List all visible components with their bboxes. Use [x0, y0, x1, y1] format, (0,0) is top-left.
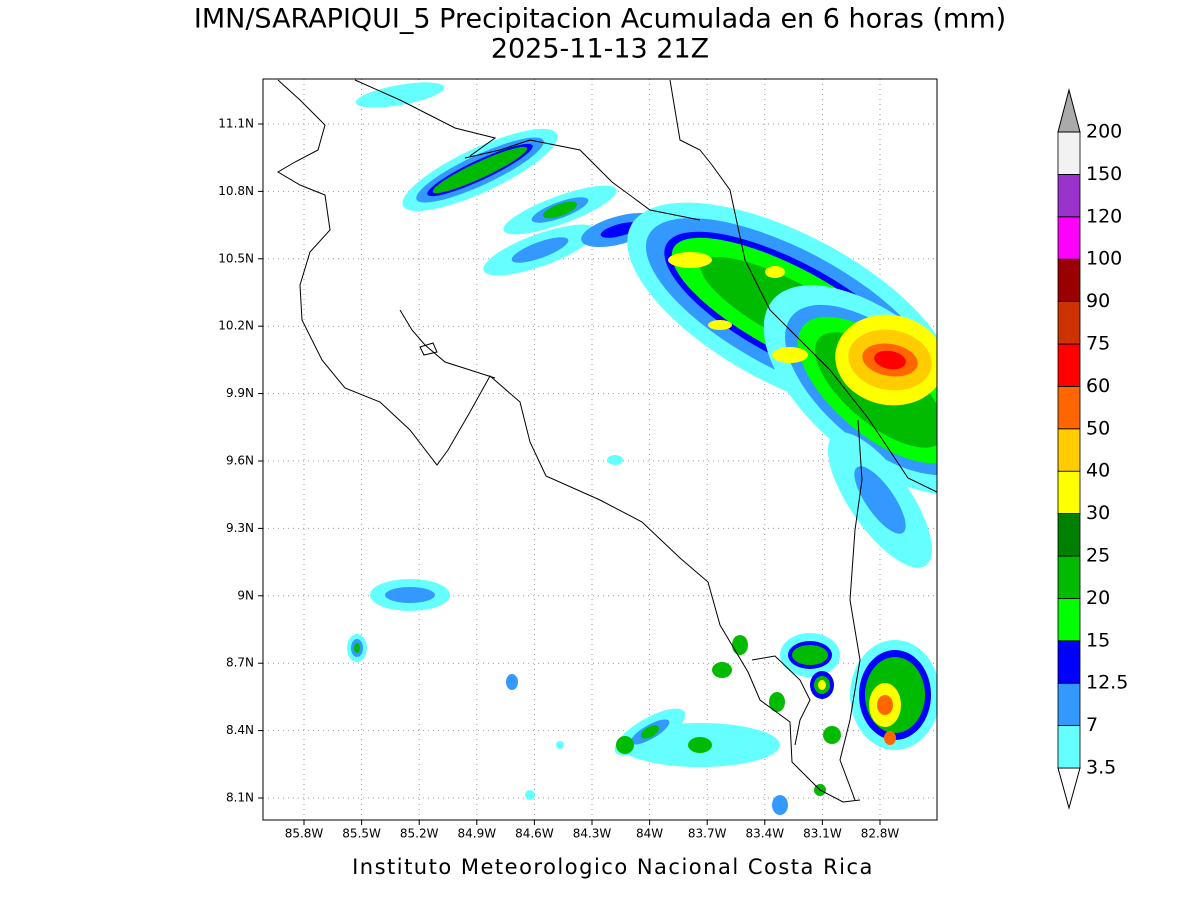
lake-shore: [354, 79, 497, 157]
colorbar-band: [1057, 385, 1081, 430]
colorbar-over: [1057, 88, 1081, 133]
lon-label: 84.9W: [458, 827, 497, 841]
colorbar: 3.5 7 12.5 15 20 25 30 40 50 60 75 90 100 120 150 200: [1057, 88, 1128, 810]
lon-label: 84.6W: [515, 827, 554, 841]
lon-label: 83.1W: [803, 827, 842, 841]
eastern-border: [839, 419, 863, 801]
colorbar-label: 20: [1086, 587, 1110, 609]
colorbar-label: 3.5: [1086, 757, 1116, 779]
colorbar-label: 40: [1086, 460, 1110, 482]
colorbar-label: 150: [1086, 163, 1122, 185]
lon-label: 82.8W: [861, 827, 900, 841]
title: IMN/SARAPIQUI_5 Precipitacion Acumulada …: [194, 4, 1006, 35]
colorbar-band: [1057, 555, 1081, 599]
nicoya-gulf: [399, 309, 496, 379]
colorbar-label: 60: [1086, 375, 1110, 397]
colorbar-band: [1057, 640, 1081, 684]
pacific-coast: [277, 79, 861, 803]
colorbar-band: [1057, 682, 1081, 727]
colorbar-label: 7: [1086, 714, 1098, 736]
lat-label: 10.8N: [218, 184, 254, 198]
colorbar-band: [1057, 470, 1081, 515]
colorbar-band: [1057, 216, 1081, 260]
colorbar-band: [1057, 131, 1081, 175]
lat-label: 9.3N: [226, 521, 254, 535]
colorbar-band: [1057, 301, 1081, 345]
colorbar-band: [1057, 343, 1081, 387]
lon-label: 84.3W: [573, 827, 612, 841]
colorbar-band: [1057, 173, 1081, 218]
precipitation-field: [347, 82, 937, 815]
colorbar-label: 100: [1086, 248, 1122, 270]
peninsula: [751, 655, 811, 746]
lat-label: 8.7N: [226, 656, 254, 670]
footer: Instituto Meteorologico Nacional Costa R…: [352, 855, 874, 879]
lat-label: 8.1N: [226, 791, 254, 805]
lat-label: 10.2N: [218, 319, 254, 333]
colorbar-label: 200: [1086, 121, 1122, 143]
colorbar-label: 90: [1086, 290, 1110, 312]
northern-border: [464, 139, 701, 221]
lat-label: 9.6N: [226, 454, 254, 468]
lon-label: 85.8W: [285, 827, 324, 841]
lat-label: 8.4N: [226, 723, 254, 737]
colorbar-label: 30: [1086, 502, 1110, 524]
colorbar-band: [1057, 428, 1081, 472]
colorbar-band: [1057, 725, 1081, 769]
colorbar-band: [1057, 513, 1081, 557]
lon-label: 85.5W: [342, 827, 381, 841]
colorbar-band: [1057, 258, 1081, 303]
lon-label: 84W: [636, 827, 663, 841]
lon-label: 85.2W: [400, 827, 439, 841]
subtitle: 2025-11-13 21Z: [491, 34, 709, 65]
gulf-island: [419, 342, 438, 356]
lat-label: 11.1N: [218, 117, 254, 131]
colorbar-label: 15: [1086, 629, 1110, 651]
lon-label: 83.4W: [746, 827, 785, 841]
colorbar-under: [1057, 767, 1081, 810]
axes: 85.8W 85.5W 85.2W 84.9W 84.6W 84.3W 84W 83.7W 83…: [218, 117, 899, 841]
colorbar-band: [1057, 598, 1081, 642]
caribbean-coast: [669, 79, 937, 493]
colorbar-label: 12.5: [1086, 672, 1128, 694]
lat-label: 9N: [237, 588, 254, 602]
lat-label: 9.9N: [226, 386, 254, 400]
colorbar-label: 75: [1086, 333, 1110, 355]
colorbar-label: 25: [1086, 545, 1110, 567]
lat-label: 10.5N: [218, 251, 254, 265]
coastlines: [277, 79, 937, 803]
colorbar-label: 120: [1086, 205, 1122, 227]
lon-label: 83.7W: [688, 827, 727, 841]
colorbar-label: 50: [1086, 417, 1110, 439]
plot-frame: [262, 78, 938, 821]
